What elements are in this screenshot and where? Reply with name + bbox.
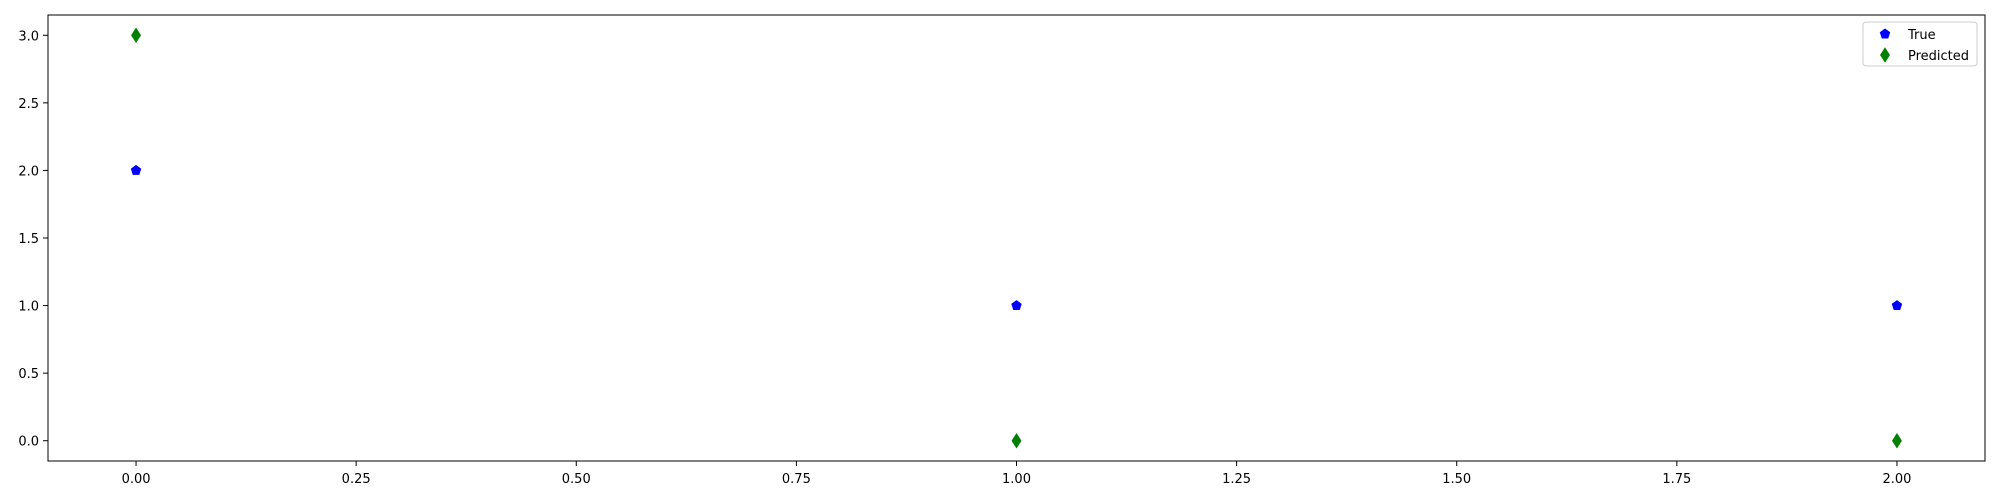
y-tick-label: 2.5 (18, 97, 39, 112)
y-tick-label: 2.0 (18, 164, 39, 179)
x-tick-label: 0.25 (342, 472, 371, 487)
x-tick-label: 2.00 (1882, 472, 1911, 487)
y-tick-label: 0.5 (18, 367, 39, 382)
predicted-point (1011, 432, 1022, 449)
y-tick-label: 3.0 (18, 29, 39, 44)
x-axis: 0.00 0.25 0.50 0.75 1.00 1.25 1.50 1.75 2.00 (122, 461, 1911, 487)
y-tick-label: 1.5 (18, 232, 39, 247)
legend-box (1862, 21, 1978, 67)
true-point (1011, 300, 1022, 311)
y-axis: 0.0 0.5 1.0 1.5 2.0 2.5 3.0 (18, 29, 48, 450)
x-tick-label: 1.75 (1662, 472, 1691, 487)
legend-marker-true (1879, 28, 1891, 39)
y-tick-label: 0.0 (18, 435, 39, 450)
y-tick-label: 1.0 (18, 300, 39, 315)
data-points (130, 27, 1903, 449)
plot-frame (47, 14, 1986, 462)
x-tick-label: 0.50 (562, 472, 591, 487)
x-tick-label: 1.25 (1222, 472, 1251, 487)
true-point (130, 164, 142, 175)
legend: True Predicted (1862, 21, 1978, 67)
x-tick-label: 0.00 (122, 472, 151, 487)
x-tick-label: 0.75 (782, 472, 811, 487)
x-tick-label: 1.50 (1442, 472, 1471, 487)
legend-label-true: True (1907, 28, 1936, 43)
true-point (1891, 300, 1903, 311)
x-tick-label: 1.00 (1002, 472, 1031, 487)
legend-marker-predicted (1880, 47, 1890, 63)
legend-label-predicted: Predicted (1908, 49, 1969, 64)
predicted-point (131, 27, 142, 44)
predicted-point (1891, 432, 1902, 449)
